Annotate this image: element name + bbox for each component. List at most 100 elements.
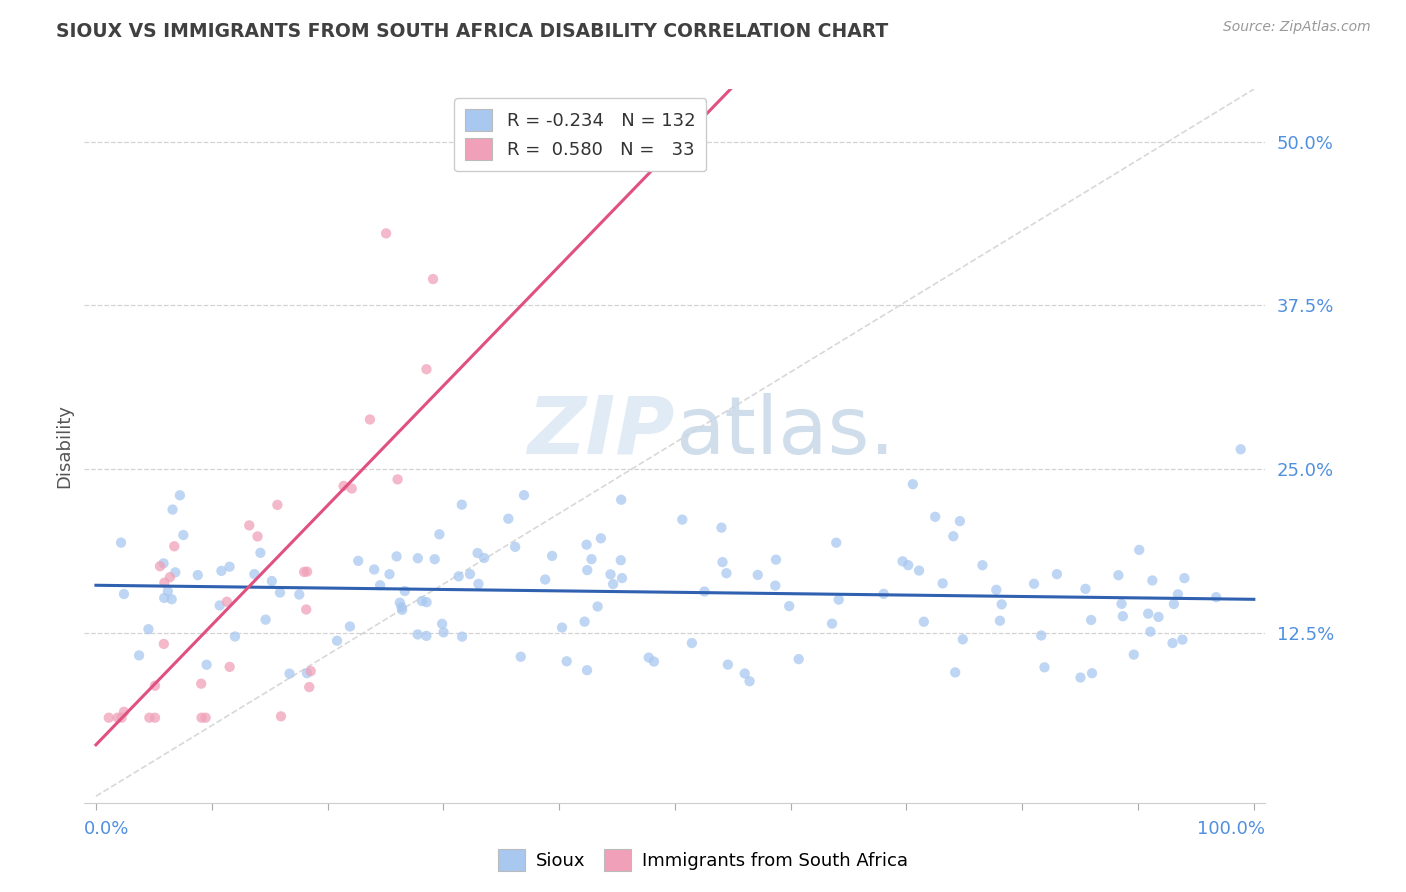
Point <box>451 630 474 644</box>
Point <box>153 591 176 605</box>
Point <box>599 567 621 582</box>
Point <box>602 577 624 591</box>
Point <box>990 598 1012 612</box>
Point <box>1167 587 1189 601</box>
Point <box>138 622 160 636</box>
Point <box>415 362 437 376</box>
Point <box>581 552 603 566</box>
Point <box>1161 636 1184 650</box>
Point <box>215 595 238 609</box>
Point <box>160 592 183 607</box>
Point <box>458 567 481 582</box>
Point <box>218 559 240 574</box>
Point <box>391 600 413 615</box>
Point <box>339 619 361 633</box>
Point <box>610 571 633 585</box>
Point <box>610 492 633 507</box>
Point <box>243 567 266 582</box>
Point <box>278 666 301 681</box>
Legend: R = -0.234   N = 132, R =  0.580   N =   33: R = -0.234 N = 132, R = 0.580 N = 33 <box>454 98 706 171</box>
Point <box>1031 628 1053 642</box>
Point <box>391 603 413 617</box>
Y-axis label: Disability: Disability <box>55 404 73 488</box>
Point <box>152 557 174 571</box>
Point <box>143 711 166 725</box>
Point <box>1229 442 1251 457</box>
Point <box>1033 660 1056 674</box>
Point <box>986 582 1008 597</box>
Point <box>1080 613 1102 627</box>
Point <box>778 599 800 614</box>
Point <box>1128 542 1150 557</box>
Point <box>288 588 311 602</box>
Point <box>1046 567 1069 582</box>
Point <box>406 551 429 566</box>
Point <box>394 584 416 599</box>
Point <box>988 614 1011 628</box>
Point <box>943 665 966 680</box>
Point <box>825 535 848 549</box>
Text: SIOUX VS IMMIGRANTS FROM SOUTH AFRICA DISABILITY CORRELATION CHART: SIOUX VS IMMIGRANTS FROM SOUTH AFRICA DI… <box>56 22 889 41</box>
Point <box>1122 648 1144 662</box>
Point <box>952 632 974 647</box>
Point <box>359 412 381 426</box>
Point <box>112 705 135 719</box>
Point <box>1112 609 1135 624</box>
Point <box>246 529 269 543</box>
Point <box>574 615 596 629</box>
Point <box>787 652 810 666</box>
Text: 0.0%: 0.0% <box>84 820 129 838</box>
Point <box>897 558 920 573</box>
Point <box>429 527 451 541</box>
Point <box>711 555 734 569</box>
Point <box>375 227 398 241</box>
Point <box>498 512 520 526</box>
Point <box>924 509 946 524</box>
Point <box>224 630 246 644</box>
Point <box>972 558 994 573</box>
Point <box>238 518 260 533</box>
Point <box>1107 568 1129 582</box>
Point <box>169 488 191 502</box>
Point <box>266 498 288 512</box>
Point <box>194 711 217 725</box>
Point <box>912 615 935 629</box>
Point <box>378 567 401 582</box>
Point <box>143 679 166 693</box>
Point <box>388 596 411 610</box>
Point <box>415 629 437 643</box>
Point <box>1081 666 1104 681</box>
Point <box>387 472 409 486</box>
Point <box>509 649 531 664</box>
Point <box>249 546 271 560</box>
Point <box>415 595 437 609</box>
Point <box>190 676 212 690</box>
Point <box>368 578 391 592</box>
Point <box>423 552 446 566</box>
Point <box>765 552 787 566</box>
Point <box>586 599 609 614</box>
Point <box>717 657 740 672</box>
Point <box>513 488 536 502</box>
Point <box>195 657 218 672</box>
Point <box>292 565 315 579</box>
Point <box>332 479 354 493</box>
Point <box>503 540 526 554</box>
Point <box>738 674 761 689</box>
Point <box>153 637 176 651</box>
Point <box>432 625 454 640</box>
Point <box>269 585 291 599</box>
Point <box>710 521 733 535</box>
Point <box>187 568 209 582</box>
Point <box>385 549 408 564</box>
Legend: Sioux, Immigrants from South Africa: Sioux, Immigrants from South Africa <box>491 842 915 879</box>
Point <box>576 563 599 577</box>
Text: 100.0%: 100.0% <box>1198 820 1265 838</box>
Point <box>1137 607 1160 621</box>
Point <box>610 553 633 567</box>
Point <box>637 650 659 665</box>
Point <box>472 551 495 566</box>
Point <box>162 502 184 516</box>
Point <box>107 711 129 725</box>
Point <box>763 579 786 593</box>
